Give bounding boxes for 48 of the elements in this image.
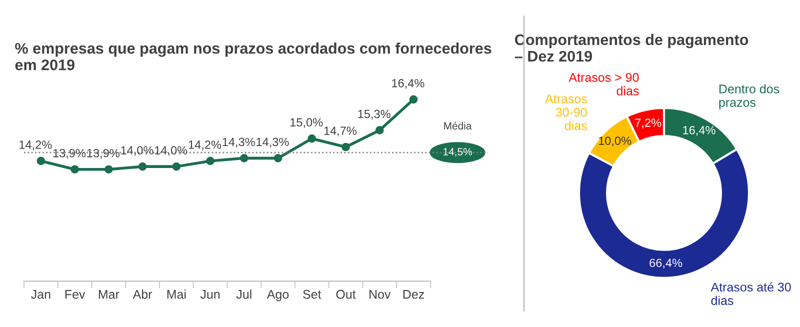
data-label: 14,2% [188, 140, 222, 150]
x-tick-label: Mar [98, 290, 120, 299]
slice-label: Atrasos > 90 dias [568, 73, 639, 96]
point [308, 134, 316, 143]
data-label: 14,2% [20, 140, 52, 150]
data-label: 15,3% [358, 110, 390, 120]
data-label: 66,4% [650, 258, 682, 268]
chart-title: Comportamentos de pagamento – Dez 2019 [514, 34, 748, 62]
data-label: 13,9% [87, 148, 120, 159]
data-label: 14,0% [155, 146, 188, 156]
point [104, 165, 113, 174]
data-label: 13,9% [53, 148, 86, 159]
data-label: 14,7% [324, 126, 357, 136]
x-tick-label: Set [303, 290, 322, 299]
data-label: 15,0% [290, 118, 323, 128]
data-label: 14,3% [256, 138, 289, 148]
point [274, 154, 282, 162]
x-tick-label: Mai [167, 290, 186, 299]
slice-label: Atrasos 30-90 dias [545, 94, 587, 130]
data-label: 10,0% [598, 136, 632, 146]
point [36, 156, 46, 166]
x-tick-label: Jul [236, 290, 252, 299]
text: 14,5% [444, 148, 472, 157]
point [138, 162, 147, 171]
point [342, 142, 350, 152]
x-tick-label: Fev [65, 290, 86, 299]
x-tick-label: Abr [132, 290, 152, 299]
point [70, 165, 79, 174]
point [240, 154, 248, 162]
data-label: 16,4% [683, 126, 716, 136]
point [375, 126, 384, 134]
x-tick-label: Ago [266, 290, 289, 302]
x-tick-label: Nov [370, 290, 391, 299]
data-label: 14,0% [121, 146, 154, 156]
x-tick-label: Jun [200, 290, 220, 299]
point [172, 162, 181, 171]
point [206, 156, 214, 166]
data-label: 7,2% [635, 118, 662, 128]
slice-label: Dentro dos prazos [719, 84, 780, 110]
slice-label: Atrasos até 30 dias [710, 282, 791, 306]
chart-title: % empresas que pagam nos prazos acordados com fornecedores em 2019 [15, 42, 492, 70]
data-label: 14,3% [222, 138, 255, 148]
data-label: 16,4% [392, 79, 424, 89]
x-tick-label: Dez [403, 290, 424, 299]
x-tick-label: Jan [31, 290, 50, 299]
point [409, 95, 418, 104]
ref-line-label: Média [444, 122, 472, 130]
x-tick-label: Out [336, 290, 356, 299]
